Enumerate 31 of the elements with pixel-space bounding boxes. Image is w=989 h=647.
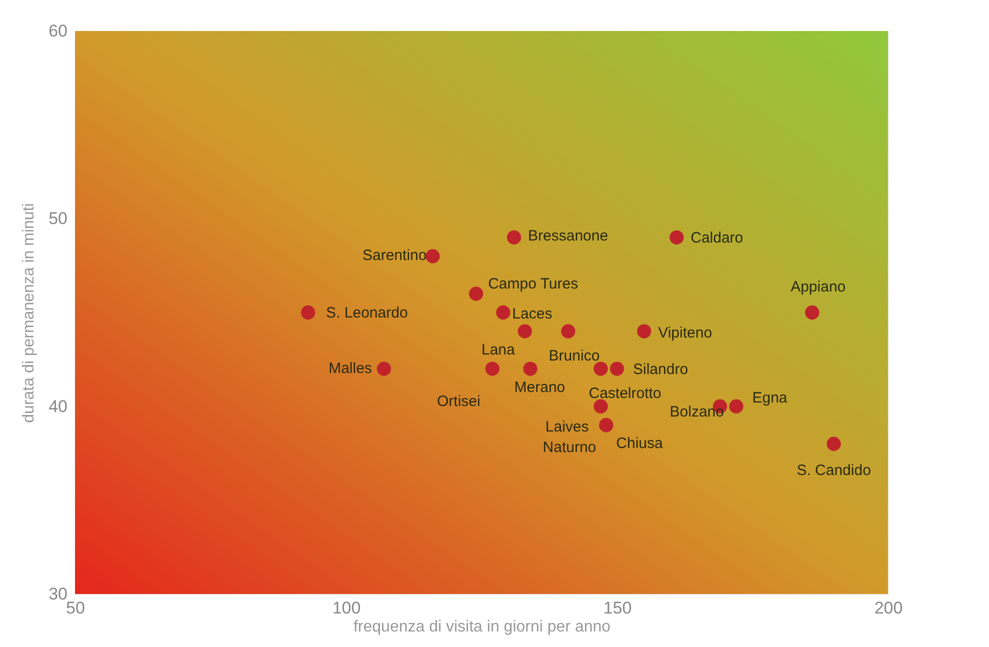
data-label: Merano bbox=[514, 378, 566, 396]
x-axis-title: frequenza di visita in giorni per anno bbox=[353, 618, 611, 636]
x-tick-label: 150 bbox=[603, 598, 632, 618]
data-label: Bressanone bbox=[528, 227, 608, 244]
data-label: Ortisei bbox=[436, 392, 480, 410]
data-label: Castelrotto bbox=[588, 384, 662, 402]
x-tick-label: 100 bbox=[332, 598, 361, 618]
data-label: Vipiteno bbox=[658, 324, 712, 342]
data-label: Malles bbox=[328, 360, 372, 377]
data-label: Lana bbox=[481, 341, 516, 358]
data-label: Bolzano bbox=[670, 403, 724, 420]
x-tick-label: 50 bbox=[66, 598, 85, 618]
data-label: S. Candido bbox=[796, 462, 871, 479]
y-tick-label: 50 bbox=[48, 209, 68, 228]
y-tick-label: 60 bbox=[48, 22, 68, 40]
x-tick-label: 200 bbox=[874, 598, 903, 618]
data-label: Laives bbox=[545, 418, 589, 436]
data-label: Brunico bbox=[548, 347, 600, 364]
data-label: S. Leonardo bbox=[326, 304, 408, 322]
data-label: Caldaro bbox=[690, 229, 744, 246]
data-label: Sarentino bbox=[362, 247, 427, 264]
data-label: Appiano bbox=[790, 278, 846, 296]
data-label: Laces bbox=[512, 306, 552, 322]
y-tick-label: 30 bbox=[48, 584, 68, 604]
data-label: Campo Tures bbox=[488, 276, 578, 293]
y-tick-label: 40 bbox=[48, 396, 68, 416]
data-label: Naturno bbox=[542, 439, 596, 456]
data-label: Egna bbox=[752, 389, 788, 406]
data-label: Chiusa bbox=[616, 435, 664, 452]
data-label: Silandro bbox=[633, 360, 688, 378]
y-axis-title: durata di permanenza in minuti bbox=[20, 203, 38, 423]
